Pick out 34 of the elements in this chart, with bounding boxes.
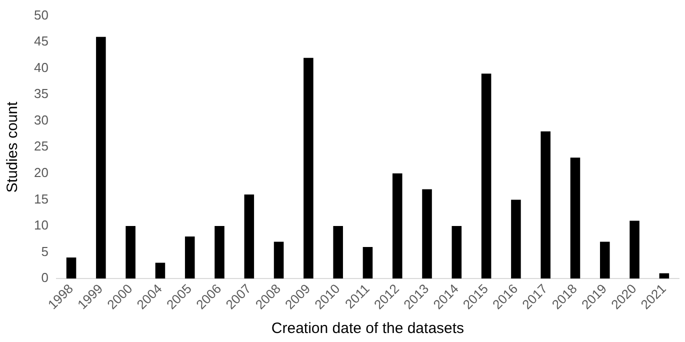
bar — [333, 226, 343, 279]
bar — [452, 226, 462, 279]
x-axis-title: Creation date of the datasets — [271, 320, 464, 338]
bar — [481, 74, 492, 279]
y-tick-label: 15 — [34, 191, 48, 206]
y-tick-label: 40 — [34, 60, 48, 75]
y-tick-label: 5 — [41, 244, 48, 259]
y-tick-label: 50 — [34, 7, 48, 22]
bar — [570, 158, 580, 279]
y-tick-label: 20 — [34, 165, 48, 180]
bar — [214, 226, 224, 279]
bar — [66, 258, 76, 279]
bar — [126, 226, 136, 279]
bar — [540, 131, 550, 279]
bar — [155, 262, 166, 279]
bar — [362, 246, 373, 279]
y-tick-label: 0 — [41, 270, 48, 286]
bar — [184, 236, 195, 279]
bar — [304, 58, 314, 279]
bar — [422, 189, 432, 279]
bar — [96, 36, 106, 279]
bar — [630, 220, 640, 279]
bar — [659, 273, 670, 279]
y-tick-label: 35 — [34, 86, 48, 102]
y-tick-label: 45 — [34, 34, 48, 49]
y-tick-label: 25 — [34, 138, 48, 154]
bar — [511, 200, 521, 279]
y-tick-label: 30 — [34, 112, 48, 128]
bar — [244, 194, 254, 279]
bar — [274, 242, 284, 279]
y-tick-label: 10 — [34, 218, 48, 233]
bar — [392, 173, 402, 279]
bar — [600, 242, 610, 279]
y-axis-title: Studies count — [4, 100, 22, 193]
